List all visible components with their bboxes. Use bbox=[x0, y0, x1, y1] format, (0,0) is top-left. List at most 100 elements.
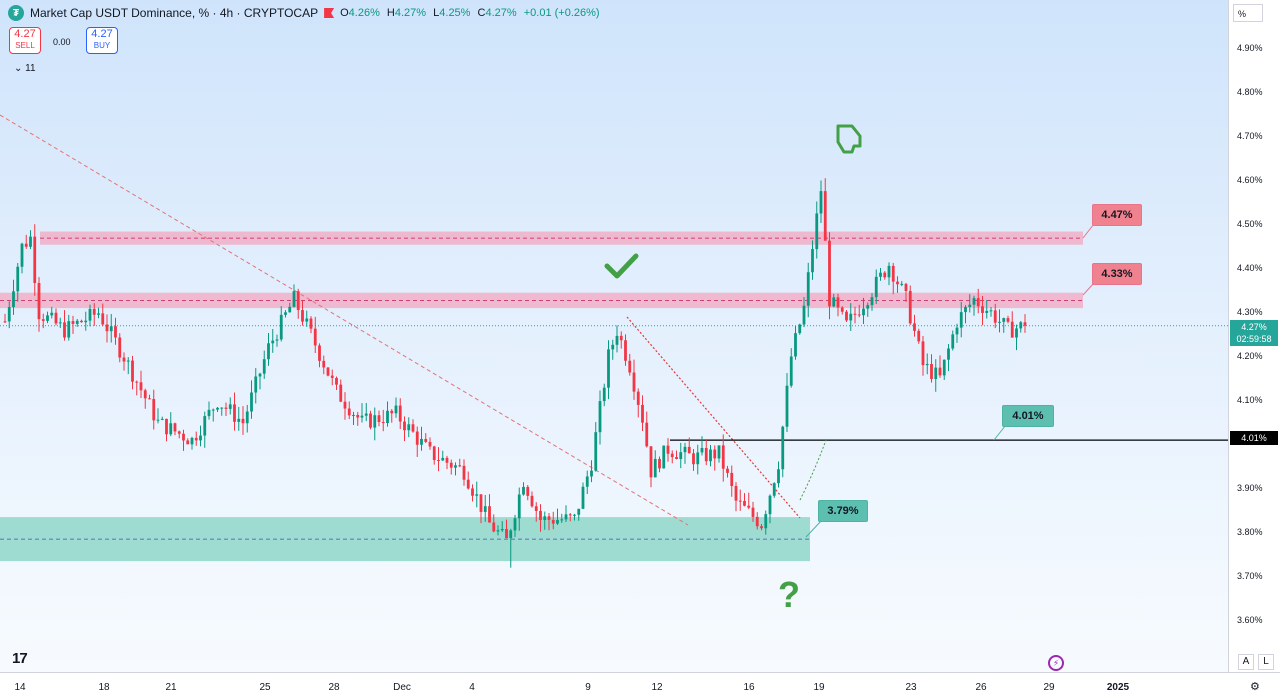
price-tick-label: 4.60% bbox=[1237, 174, 1263, 185]
candle-body bbox=[224, 407, 228, 409]
candle-body bbox=[71, 321, 75, 324]
candle-body bbox=[390, 410, 394, 414]
symbol-title[interactable]: Market Cap USDT Dominance, % · 4h · CRYP… bbox=[30, 6, 319, 20]
lightning-icon[interactable]: ⚡ bbox=[1048, 655, 1064, 671]
price-tick-label: 3.60% bbox=[1237, 614, 1263, 625]
candle-body bbox=[3, 321, 7, 323]
candle-body bbox=[432, 446, 436, 461]
sell-button[interactable]: 4.27 SELL bbox=[9, 27, 41, 54]
candle-body bbox=[347, 408, 351, 416]
candle-body bbox=[41, 319, 45, 321]
candle-body bbox=[866, 305, 870, 309]
candle-body bbox=[1019, 322, 1023, 329]
candle-body bbox=[645, 422, 649, 447]
candle-body bbox=[904, 283, 908, 291]
candle-body bbox=[160, 418, 164, 420]
candle-body bbox=[288, 306, 292, 313]
time-tick-label: 26 bbox=[975, 682, 987, 693]
price-tick-label: 4.40% bbox=[1237, 262, 1263, 273]
log-scale-button[interactable]: L bbox=[1258, 654, 1274, 670]
candle-body bbox=[330, 375, 334, 378]
flag-icon[interactable] bbox=[324, 8, 335, 18]
indicators-toggle[interactable]: ⌄ 11 bbox=[14, 63, 36, 74]
candle-body bbox=[309, 318, 313, 329]
candle-body bbox=[624, 340, 627, 361]
tradingview-logo[interactable]: 17 bbox=[12, 650, 28, 667]
candle-body bbox=[67, 321, 71, 338]
candle-body bbox=[109, 326, 113, 332]
candle-body bbox=[556, 519, 559, 524]
candle-body bbox=[730, 472, 734, 487]
candle-body bbox=[934, 367, 938, 379]
candle-body bbox=[194, 437, 198, 441]
candle-body bbox=[734, 486, 738, 501]
candle-body bbox=[211, 409, 215, 411]
time-tick-label: 28 bbox=[328, 682, 340, 693]
time-axis[interactable] bbox=[0, 672, 1280, 699]
candle-body bbox=[696, 452, 700, 465]
candle-body bbox=[12, 291, 15, 308]
candle-body bbox=[709, 449, 712, 462]
candle-body bbox=[360, 415, 364, 418]
callout-level[interactable]: 4.01% bbox=[1002, 405, 1054, 427]
candle-body bbox=[313, 328, 317, 346]
callout-resistance-high[interactable]: 4.47% bbox=[1092, 204, 1142, 226]
auto-scale-button[interactable]: A bbox=[1238, 654, 1254, 670]
candle-body bbox=[190, 437, 194, 445]
candle-body bbox=[755, 516, 759, 527]
chart-legend: ₮ Market Cap USDT Dominance, % · 4h · CR… bbox=[8, 4, 604, 22]
price-tick-label: 4.90% bbox=[1237, 42, 1263, 53]
candle-body bbox=[16, 266, 20, 292]
candle-body bbox=[505, 529, 508, 539]
candle-body bbox=[713, 449, 717, 459]
candle-body bbox=[917, 330, 921, 342]
candle-body bbox=[37, 283, 41, 320]
callout-resistance-mid[interactable]: 4.33% bbox=[1092, 263, 1142, 285]
candle-body bbox=[738, 500, 742, 502]
candle-body bbox=[781, 426, 785, 470]
candle-body bbox=[424, 438, 428, 442]
symbol-logo-icon[interactable]: ₮ bbox=[8, 5, 24, 21]
candle-body bbox=[24, 243, 28, 247]
candle-body bbox=[607, 349, 610, 388]
buy-button[interactable]: 4.27 BUY bbox=[86, 27, 118, 54]
time-tick-label: 4 bbox=[469, 682, 475, 693]
unit-selector[interactable]: % bbox=[1233, 4, 1263, 22]
candle-body bbox=[666, 445, 670, 454]
candle-body bbox=[97, 313, 100, 315]
candle-body bbox=[233, 404, 236, 422]
candle-body bbox=[751, 507, 755, 517]
candle-body bbox=[522, 486, 525, 495]
candle-body bbox=[726, 468, 729, 473]
time-tick-label: 2025 bbox=[1106, 682, 1130, 693]
callout-pointer-support bbox=[805, 519, 823, 538]
candle-body bbox=[152, 399, 156, 421]
candle-body bbox=[526, 486, 530, 496]
candle-body bbox=[275, 339, 279, 341]
candle-body bbox=[857, 314, 861, 316]
candle-body bbox=[683, 446, 687, 453]
candle-body bbox=[483, 506, 487, 512]
candle-body bbox=[675, 457, 678, 460]
candle-body bbox=[173, 423, 177, 432]
ohlc-values: O4.26% H4.27% L4.25% C4.27% +0.01 (+0.26… bbox=[340, 7, 600, 19]
candle-body bbox=[156, 419, 160, 421]
callout-support[interactable]: 3.79% bbox=[818, 500, 868, 522]
downtrend-line-long bbox=[0, 114, 689, 526]
candle-body bbox=[628, 360, 632, 373]
gear-icon[interactable]: ⚙ bbox=[1250, 681, 1260, 693]
candle-body bbox=[679, 452, 683, 460]
candle-body bbox=[959, 312, 963, 328]
candle-body bbox=[883, 272, 887, 278]
candle-body bbox=[479, 494, 483, 512]
candle-body bbox=[853, 313, 857, 315]
line-price-label: 4.01% bbox=[1230, 431, 1278, 445]
candle-body bbox=[594, 432, 598, 471]
candle-body bbox=[364, 413, 368, 416]
candle-body bbox=[1002, 318, 1006, 322]
candle-body bbox=[326, 367, 330, 376]
candle-body bbox=[947, 348, 950, 360]
candle-body bbox=[662, 445, 666, 469]
candle-body bbox=[568, 514, 572, 516]
chart-canvas[interactable]: ? bbox=[0, 0, 1228, 672]
